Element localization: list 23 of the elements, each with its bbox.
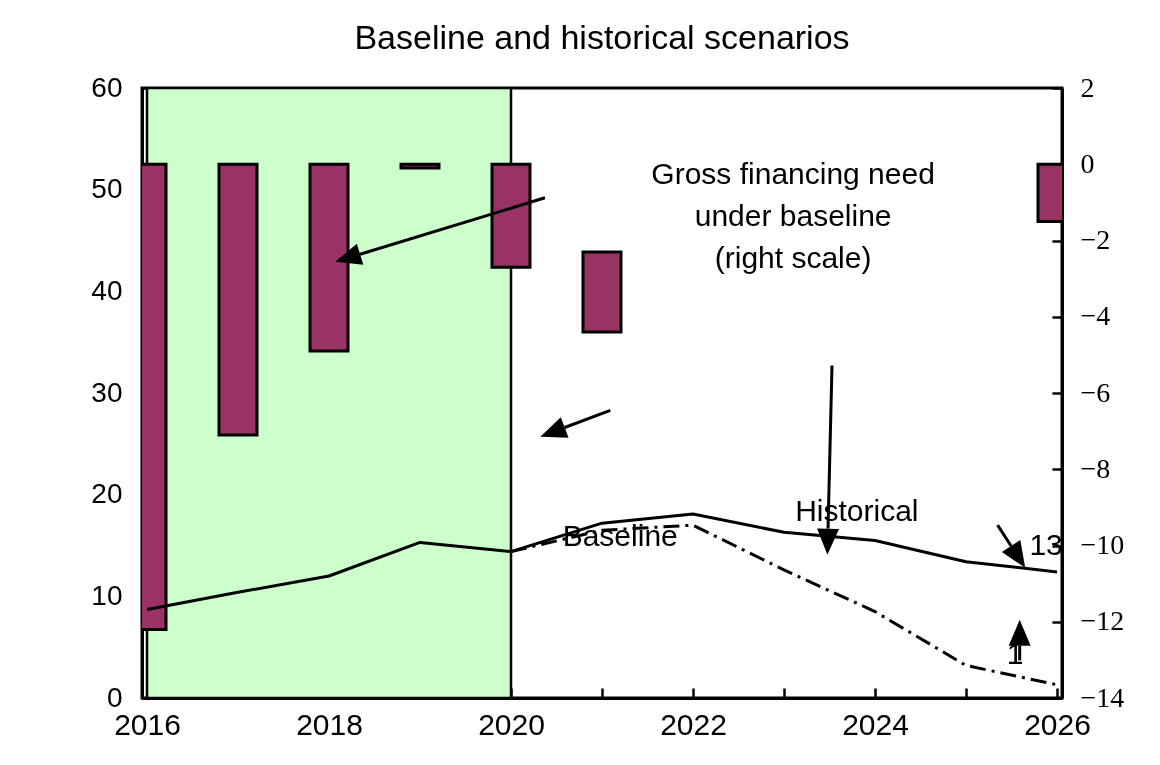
y2-tick-label: −8	[1080, 452, 1111, 484]
y-tick-label: 40	[91, 274, 123, 306]
annotation: Baseline	[562, 519, 678, 553]
y2-tick-label: 2	[1080, 71, 1095, 103]
y-tick-label: 30	[91, 376, 123, 408]
y2-tick-label: −4	[1080, 300, 1111, 332]
annotation: 1	[1006, 637, 1024, 671]
x-tick-label: 2022	[660, 707, 727, 741]
y2-tick-label: −6	[1080, 376, 1111, 408]
y-tick-label: 10	[91, 579, 123, 611]
y2-tick-label: 0	[1080, 147, 1095, 179]
x-tick-label: 2020	[478, 707, 545, 741]
y-tick-label: 20	[91, 478, 123, 510]
y-tick-label: 50	[91, 173, 123, 205]
y2-tick-label: −10	[1080, 529, 1125, 560]
x-tick-label: 2024	[842, 707, 909, 741]
annotation: 13	[1029, 527, 1063, 561]
y2-tick-label: −12	[1080, 605, 1125, 637]
x-tick-label: 2018	[296, 707, 363, 741]
annotation: Gross financing need under baseline (right scale)	[651, 157, 935, 275]
y-tick-label: 60	[91, 71, 123, 103]
chart-title: Baseline and historical scenarios	[354, 18, 850, 56]
y2-tick-label: −2	[1080, 224, 1111, 255]
